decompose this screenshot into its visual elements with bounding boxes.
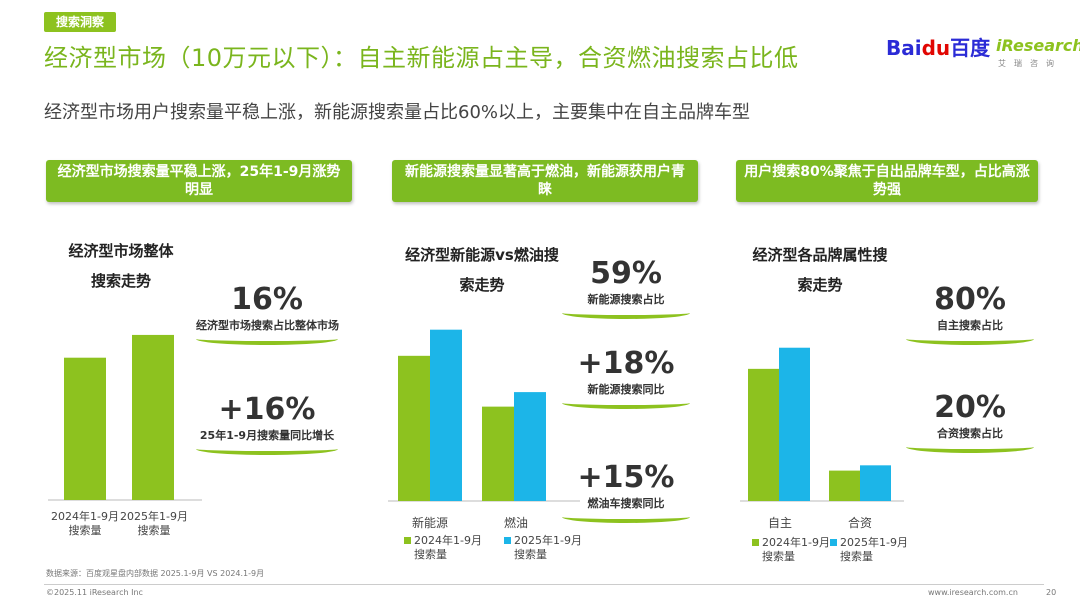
stat-label: 25年1-9月搜索量同比增长 [199,429,335,442]
panel1-xlabel-2024-l2: 搜索量 [69,523,102,537]
panel2-xlabel-fuel: 燃油 [503,516,528,530]
panel1-chart: 2024年1-9月 搜索量 2025年1-9月 搜索量 [48,334,202,537]
footer-site: www.iresearch.com.cn [928,588,1018,597]
panel2-banner: 新能源搜索量显著高于燃油，新能源获用户青睐 [392,160,698,202]
data-source: 数据来源：百度观星盘内部数据 2025.1-9月 VS 2024.1-9月 [46,569,265,578]
panel2-bar-newenergy-2024 [398,355,430,501]
footer-divider [44,584,1044,585]
stat-label: 新能源搜索同比 [587,383,665,396]
copyright: ©2025.11 iResearch Inc [46,588,143,597]
page-subtitle: 经济型市场用户搜索量平稳上涨，新能源搜索量占比60%以上，主要集中在自主品牌车型 [44,102,751,123]
stat-value: +15% [577,460,675,495]
panel2-chart-title: 经济型新能源vs燃油搜 索走势 [405,246,559,294]
stat-underline [562,511,690,523]
panel3-legend-2024: 2024年1-9月 搜索量 [752,536,830,564]
stat-value: 20% [934,390,1006,425]
stat-underline [562,397,690,409]
baidu-logo: Baidu百度 [886,36,991,60]
panel3-legend-2025: 2025年1-9月 搜索量 [830,536,908,564]
panel1-bar-2025 [132,334,174,500]
legend-swatch-blue [830,539,837,546]
panel2-legend-2024: 2024年1-9月 搜索量 [404,534,482,562]
panel3-bar-jv-2025 [860,465,891,501]
page-title: 经济型市场（10万元以下）：自主新能源占主导，合资燃油搜索占比低 [44,44,799,72]
panel3-chart [740,347,904,502]
panel3-xlabel-jv: 合资 [847,516,872,530]
panel2-bar-fuel-2025 [514,392,546,501]
panel3-banner: 用户搜索80%聚焦于自出品牌车型，占比高涨势强 [736,160,1038,202]
legend-swatch-green [404,537,411,544]
stat-underline [906,333,1034,345]
stat-label: 合资搜索占比 [937,427,1003,440]
panel1-stat-1: 16% 经济型市场搜索占比整体市场 [196,282,339,345]
stat-value: +16% [218,392,316,427]
stat-value: +18% [577,346,675,381]
panel3-bar-domestic-2024 [748,368,779,501]
panel1-chart-title: 经济型市场整体 搜索走势 [68,242,174,290]
panel3-chart-title: 经济型各品牌属性搜 索走势 [752,246,888,294]
iresearch-logo: iResearch [996,36,1080,55]
legend-swatch-blue [504,537,511,544]
panel3-stat-2: 20% 合资搜索占比 [906,390,1034,453]
legend-swatch-green [752,539,759,546]
panel3-stat-1: 80% 自主搜索占比 [906,282,1034,345]
page-number: 20 [1046,588,1057,597]
panel2-stat-2: +18% 新能源搜索同比 [562,346,690,409]
panel1-xlabel-2024-l1: 2024年1-9月 [51,509,119,523]
stat-label: 自主搜索占比 [937,319,1003,332]
stat-label: 经济型市场搜索占比整体市场 [196,319,339,332]
panel3-bar-jv-2024 [829,470,860,501]
panel2-legend-2025: 2025年1-9月 搜索量 [504,534,582,562]
panel1-xlabel-2025-l2: 搜索量 [138,523,171,537]
stat-value: 59% [590,256,662,291]
panel2-bar-fuel-2024 [482,406,514,501]
panel1-banner: 经济型市场搜索量平稳上涨，25年1-9月涨势明显 [46,160,352,202]
panel3-bar-domestic-2025 [779,347,810,501]
stat-underline [196,333,338,345]
panel2-xlabel-newenergy: 新能源 [411,516,448,530]
panel2-chart [388,329,580,502]
stat-label: 新能源搜索占比 [587,293,665,306]
panel2-stat-1: 59% 新能源搜索占比 [562,256,690,319]
stat-underline [196,443,338,455]
panel2-stat-3: +15% 燃油车搜索同比 [562,460,690,523]
iresearch-logo-sub: 艾瑞咨询 [998,59,1062,68]
panel1-stat-2: +16% 25年1-9月搜索量同比增长 [196,392,338,455]
section-tag: 搜索洞察 [44,12,116,32]
panel1-xlabel-2025-l1: 2025年1-9月 [120,509,188,523]
panel2-bar-newenergy-2025 [430,329,462,501]
stat-label: 燃油车搜索同比 [587,497,665,510]
stat-value: 80% [934,282,1006,317]
panel3-xlabel-domestic: 自主 [767,516,792,530]
stat-underline [906,441,1034,453]
stat-underline [562,307,690,319]
stat-value: 16% [231,282,303,317]
panel1-bar-2024 [64,357,106,500]
